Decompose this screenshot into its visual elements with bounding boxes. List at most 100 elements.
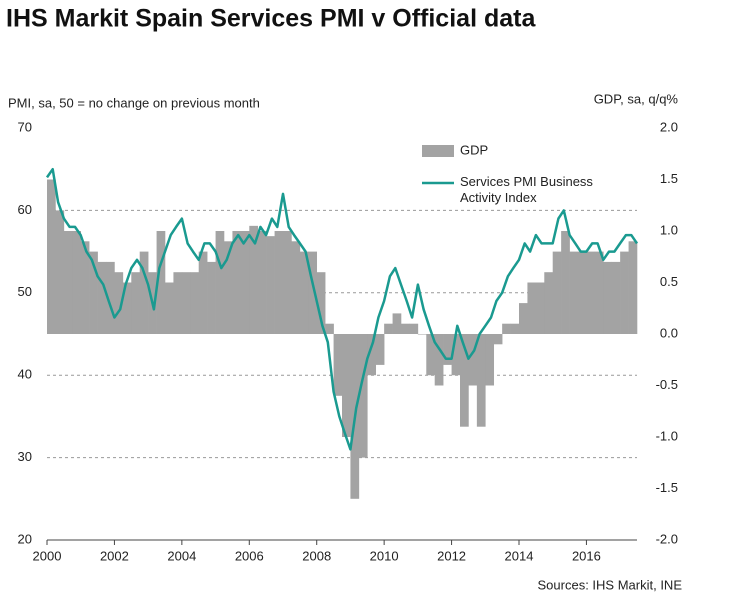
- y-axis-label: PMI, sa, 50 = no change on previous mont…: [8, 95, 260, 110]
- x-tick-label: 2014: [505, 548, 534, 563]
- bar: [308, 251, 318, 334]
- bar: [468, 334, 478, 386]
- bar: [367, 334, 377, 376]
- bar: [586, 251, 596, 334]
- bar: [198, 251, 208, 334]
- bar: [485, 334, 495, 386]
- bar: [240, 231, 250, 334]
- y2-tick-label: -1.0: [656, 428, 678, 443]
- bar: [156, 231, 166, 334]
- y-tick-label: 50: [18, 284, 32, 299]
- y2-tick-label: 0.0: [660, 325, 678, 340]
- x-tick-label: 2000: [33, 548, 62, 563]
- bar: [519, 303, 528, 334]
- legend-label: Services PMI Business Activity Index: [460, 174, 593, 205]
- bar: [384, 323, 393, 334]
- bar: [55, 210, 65, 334]
- bar: [266, 236, 275, 334]
- bar: [544, 272, 554, 334]
- line: [45, 167, 639, 451]
- bar: [594, 251, 604, 334]
- bar: [502, 323, 511, 334]
- bar: [333, 334, 343, 396]
- bar: [527, 282, 537, 334]
- bar: [460, 334, 469, 427]
- bar: [535, 282, 545, 334]
- bar: [257, 231, 267, 334]
- bar: [72, 231, 82, 334]
- bar: [80, 241, 90, 334]
- x-tick-label: 2004: [167, 548, 196, 563]
- bar: [47, 179, 56, 334]
- bar: [434, 334, 444, 386]
- bar: [283, 231, 292, 334]
- bar: [122, 282, 132, 334]
- bar: [131, 272, 141, 334]
- bar: [215, 231, 225, 334]
- bar: [190, 272, 200, 334]
- x-tick-label: 2006: [235, 548, 264, 563]
- y2-axis-label: GDP, sa, q/q%: [594, 91, 679, 106]
- source: Sources: IHS Markit, INE: [538, 577, 683, 592]
- bar: [392, 313, 402, 334]
- y2-tick-label: 0.5: [660, 274, 678, 289]
- chart-title: IHS Markit Spain Services PMI v Official…: [6, 5, 536, 33]
- y2-tick-label: -2.0: [656, 531, 678, 546]
- bar: [443, 334, 452, 365]
- bar: [232, 231, 242, 334]
- bar: [224, 241, 233, 334]
- bar: [451, 334, 461, 376]
- y2-tick-label: 2.0: [660, 119, 678, 134]
- bar: [63, 231, 73, 334]
- y-tick-label: 30: [18, 449, 32, 464]
- bar: [510, 323, 520, 334]
- bar: [476, 334, 486, 427]
- bar: [316, 272, 326, 334]
- bar: [89, 251, 98, 334]
- legend-swatch: [422, 145, 454, 157]
- bar: [181, 272, 191, 334]
- bar: [342, 334, 351, 437]
- bar: [417, 334, 427, 335]
- y2-tick-label: 1.5: [660, 171, 678, 186]
- x-tick-label: 2012: [437, 548, 466, 563]
- bar: [561, 231, 570, 334]
- bar: [578, 251, 587, 334]
- bar: [97, 261, 107, 334]
- bar: [603, 261, 613, 334]
- y2-tick-label: 1.0: [660, 222, 678, 237]
- bar: [114, 272, 124, 334]
- bar: [426, 334, 436, 376]
- bar: [325, 323, 334, 334]
- bar: [299, 251, 309, 334]
- bar: [173, 272, 183, 334]
- x-tick-label: 2016: [572, 548, 601, 563]
- y2-tick-label: -0.5: [656, 377, 678, 392]
- bar: [628, 241, 638, 334]
- bar: [611, 261, 621, 334]
- bar: [106, 261, 115, 334]
- bar: [165, 282, 174, 334]
- bar: [493, 334, 503, 345]
- y-tick-label: 40: [18, 367, 32, 382]
- bar: [139, 251, 149, 334]
- bar: [620, 251, 629, 334]
- bar: [552, 251, 562, 334]
- bar: [249, 225, 259, 334]
- bar: [401, 323, 410, 334]
- bar: [358, 334, 368, 458]
- y-tick-label: 60: [18, 202, 32, 217]
- bar: [409, 323, 419, 334]
- legend-label: GDP: [460, 142, 488, 157]
- bar: [569, 251, 579, 334]
- y-tick-label: 70: [18, 119, 32, 134]
- x-tick-label: 2010: [370, 548, 399, 563]
- bar: [207, 261, 216, 334]
- bar: [274, 231, 284, 334]
- x-tick-label: 2008: [302, 548, 331, 563]
- bar: [291, 241, 301, 334]
- x-tick-label: 2002: [100, 548, 129, 563]
- y-tick-label: 20: [18, 531, 32, 546]
- y2-tick-label: -1.5: [656, 480, 678, 495]
